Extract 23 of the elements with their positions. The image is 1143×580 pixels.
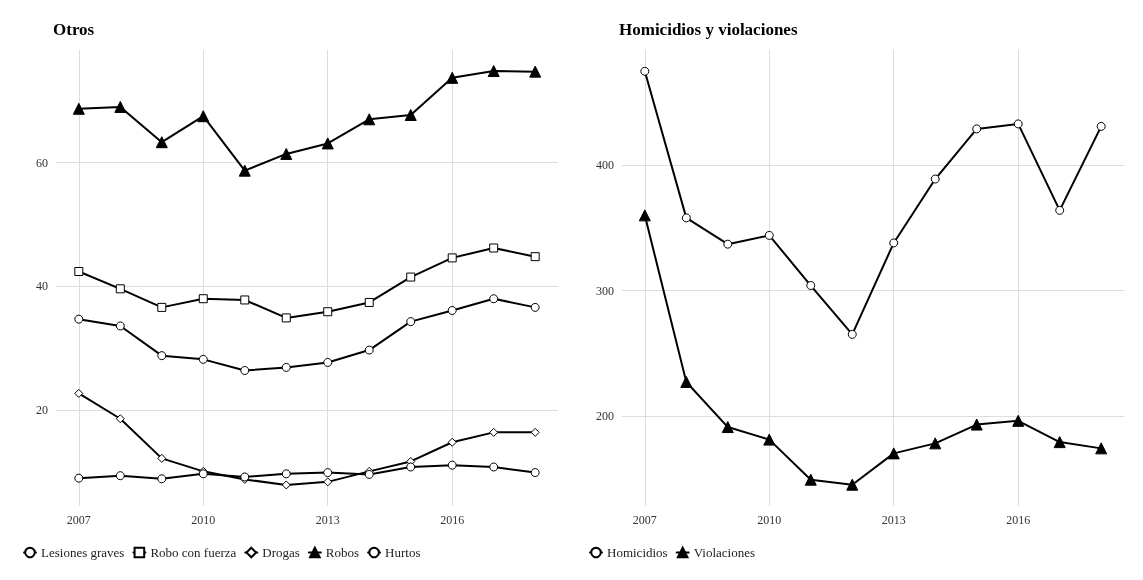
- x-tick-label: 2016: [1006, 513, 1031, 527]
- legend-label: Homicidios: [607, 545, 668, 560]
- x-tick-label: 2010: [757, 513, 782, 527]
- x-tick-label: 2013: [881, 513, 906, 527]
- legend-label: Lesiones graves: [41, 545, 125, 560]
- y-tick-label: 200: [596, 408, 614, 423]
- x-tick-label: 2007: [632, 513, 657, 527]
- y-tick-label: 300: [596, 283, 614, 298]
- x-tick-label: 2007: [66, 513, 91, 527]
- chart-title: Otros: [53, 20, 95, 39]
- legend-label: Robo con fuerza: [150, 545, 237, 560]
- legend-label: Hurtos: [385, 545, 421, 560]
- y-tick-label: 20: [36, 403, 48, 418]
- x-tick-label: 2013: [315, 513, 340, 527]
- y-tick-label: 400: [596, 158, 614, 173]
- x-tick-label: 2010: [191, 513, 216, 527]
- y-tick-label: 60: [36, 155, 48, 170]
- x-tick-label: 2016: [440, 513, 465, 527]
- legend-label: Drogas: [262, 545, 300, 560]
- chart-title: Homicidios y violaciones: [619, 20, 798, 39]
- legend-label: Robos: [325, 545, 360, 560]
- legend-label: Violaciones: [693, 545, 755, 560]
- y-tick-label: 40: [36, 279, 48, 294]
